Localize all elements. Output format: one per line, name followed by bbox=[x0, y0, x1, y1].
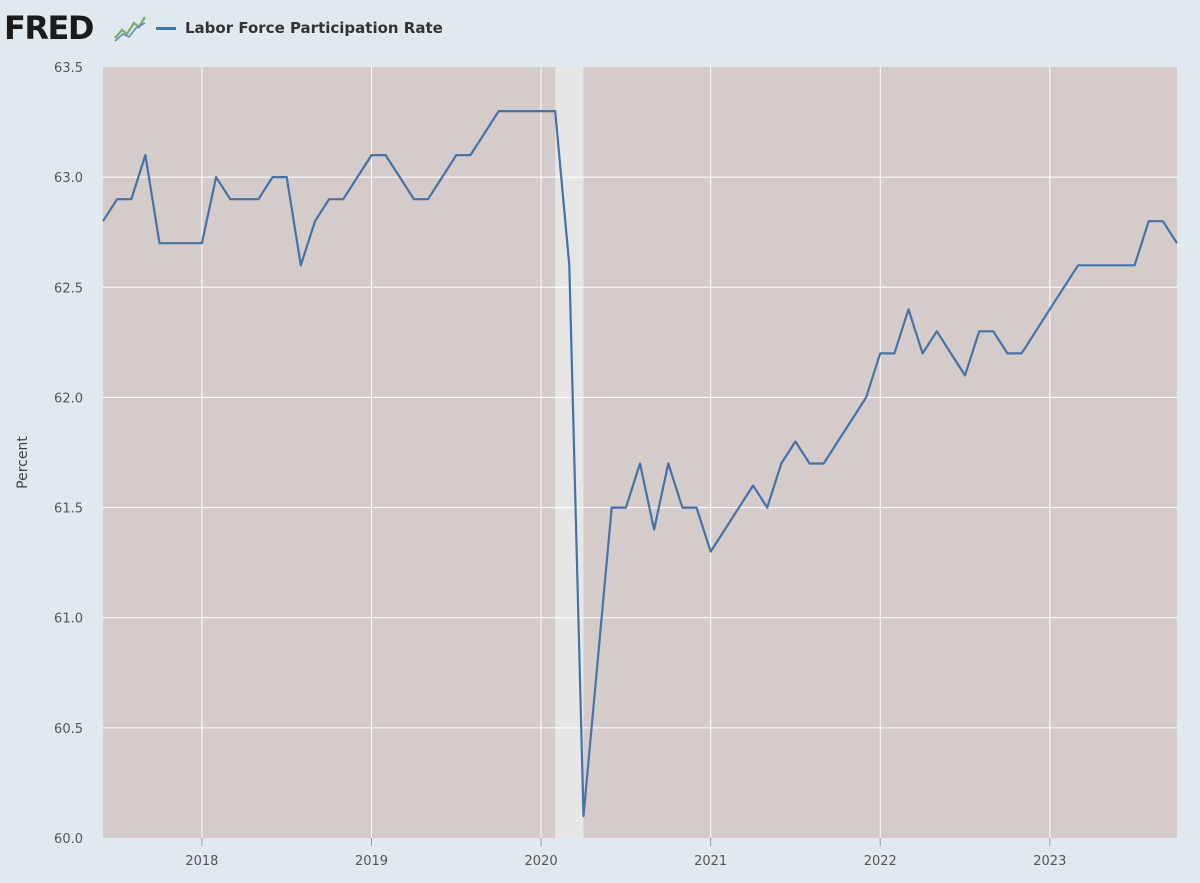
line-chart-icon bbox=[114, 14, 146, 42]
x-tick-label: 2019 bbox=[355, 854, 388, 869]
y-tick-label: 63.0 bbox=[54, 171, 83, 186]
x-tick-label: 2020 bbox=[525, 854, 558, 869]
y-tick-label: 61.5 bbox=[54, 502, 83, 517]
x-tick-label: 2022 bbox=[864, 854, 897, 869]
series-line bbox=[102, 109, 1178, 818]
y-axis-ticks: 60.0 60.5 61.0 61.5 62.0 62.5 63.0 63.5 bbox=[54, 61, 83, 847]
y-tick-label: 62.5 bbox=[54, 281, 83, 296]
x-axis-ticks: 2018 2019 2020 2021 2022 2023 bbox=[185, 838, 1066, 869]
chart-legend[interactable]: Labor Force Participation Rate bbox=[156, 17, 443, 39]
x-tick-label: 2021 bbox=[694, 854, 727, 869]
y-tick-label: 63.5 bbox=[54, 61, 83, 76]
y-tick-label: 61.0 bbox=[54, 612, 83, 627]
y-tick-label: 62.0 bbox=[54, 391, 83, 406]
y-tick-label: 60.0 bbox=[54, 832, 83, 847]
x-tick-label: 2018 bbox=[185, 854, 218, 869]
plot-area bbox=[103, 67, 1177, 838]
chart-header: FRED Labor Force Participation Rate bbox=[0, 0, 1200, 58]
legend-label: Labor Force Participation Rate bbox=[185, 19, 443, 37]
recession-band bbox=[555, 67, 584, 838]
legend-swatch bbox=[156, 26, 176, 30]
y-tick-label: 60.5 bbox=[54, 722, 83, 737]
y-axis-title: Percent bbox=[15, 436, 31, 489]
x-tick-label: 2023 bbox=[1033, 854, 1066, 869]
series-layer bbox=[102, 109, 1178, 818]
gridlines bbox=[103, 67, 1177, 838]
recession-bands bbox=[555, 67, 584, 838]
fred-logo[interactable]: FRED bbox=[4, 9, 94, 47]
